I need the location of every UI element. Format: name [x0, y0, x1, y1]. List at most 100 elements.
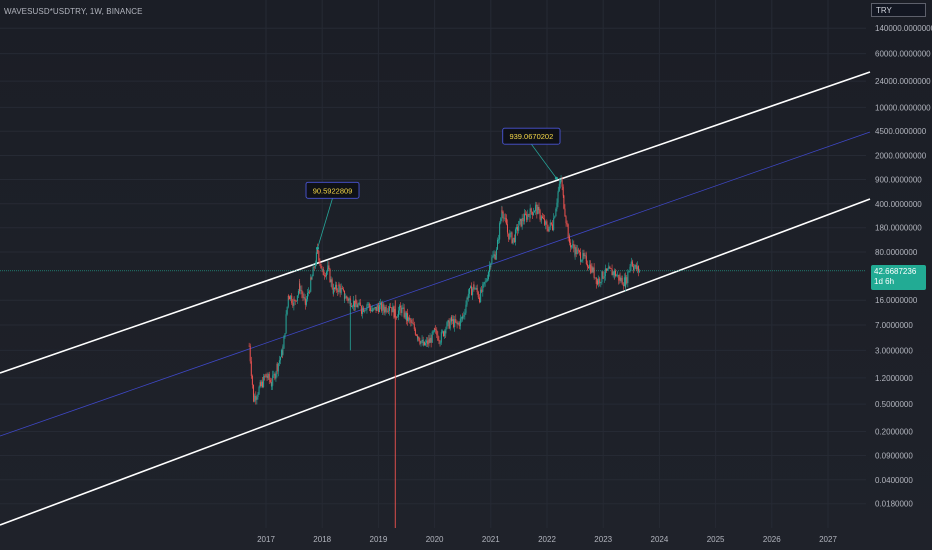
candle-body-181 — [418, 336, 420, 341]
y-tick-label-6: 900.0000000 — [875, 175, 922, 184]
candle-body-40 — [286, 306, 288, 315]
candle-body-201 — [437, 334, 439, 341]
candle-body-353 — [580, 252, 582, 262]
price-axis[interactable]: 140000.0000000 60000.0000000 24000.0000000… — [875, 24, 932, 508]
candle-body-104 — [346, 296, 348, 299]
candle-body-188 — [425, 342, 427, 346]
annotation-label-0: 90.5922809 — [313, 186, 353, 195]
candle-body-313 — [541, 216, 543, 219]
candle-body-38 — [284, 333, 286, 337]
candle-body-28 — [275, 372, 277, 379]
candle-body-310 — [539, 210, 541, 220]
candle-body-202 — [438, 340, 440, 342]
time-axis[interactable]: 2017 2018 2019 2020 2021 2022 2023 2024 2025 2026… — [257, 535, 837, 544]
regression-channel[interactable] — [0, 71, 871, 526]
candle-body-270 — [501, 210, 503, 212]
candle-body-98 — [340, 288, 342, 293]
x-tick-label-8: 2025 — [707, 535, 725, 544]
candle-body-303 — [532, 212, 534, 216]
candle-body-373 — [598, 278, 600, 285]
candle-body-148 — [387, 310, 389, 312]
candle-body-324 — [552, 228, 554, 231]
candle-body-394 — [618, 274, 620, 281]
candle-body-253 — [485, 280, 487, 282]
symbol-title: WAVESUSD*USDTRY, 1W, BINANCE — [4, 7, 143, 16]
candle-body-121 — [362, 307, 364, 314]
candle-body-80 — [323, 275, 325, 276]
candle-body-292 — [522, 217, 524, 222]
candle-body-283 — [513, 237, 515, 243]
candle-body-212 — [447, 320, 449, 323]
candle-body-170 — [408, 317, 410, 321]
candle-body-187 — [423, 341, 425, 346]
x-tick-label-3: 2020 — [426, 535, 444, 544]
candle-body-307 — [536, 204, 538, 215]
candle-body-247 — [480, 289, 482, 303]
candle-body-340 — [567, 224, 569, 238]
candle-body-274 — [505, 218, 507, 225]
annotation-box-1[interactable] — [502, 127, 561, 145]
candle-body-250 — [483, 282, 485, 285]
candle-body-10 — [258, 387, 260, 395]
y-tick-label-3: 10000.0000000 — [875, 103, 931, 112]
candle-body-93 — [336, 284, 338, 291]
candle-body-315 — [544, 218, 546, 225]
candle-body-364 — [590, 264, 592, 273]
candle-body-222 — [456, 322, 458, 325]
candle-body-237 — [471, 286, 473, 296]
candle-body-217 — [452, 319, 454, 321]
candle-body-258 — [490, 263, 492, 268]
candle-body-262 — [494, 254, 496, 260]
channel-upper-line[interactable] — [0, 71, 871, 374]
candle-body-408 — [630, 261, 632, 264]
candle-body-337 — [564, 208, 566, 217]
candle-body-66 — [310, 277, 312, 280]
candle-body-330 — [557, 190, 559, 193]
candle-body-374 — [599, 278, 601, 284]
y-tick-label-18: 0.0180000 — [875, 500, 913, 509]
candle-body-356 — [582, 253, 584, 260]
candle-body-345 — [572, 244, 574, 246]
candle-body-44 — [290, 295, 292, 300]
candle-body-150 — [389, 307, 391, 308]
candle-body-384 — [608, 266, 610, 269]
candle-body-168 — [406, 313, 407, 320]
candle-body-46 — [292, 302, 294, 306]
candle-body-2 — [250, 361, 252, 376]
candle-body-63 — [308, 291, 310, 293]
candle-body-115 — [356, 303, 358, 308]
candle-body-7 — [255, 396, 257, 400]
channel-mid-line[interactable] — [0, 131, 871, 437]
candle-body-351 — [577, 249, 579, 251]
last-price-tag: 42.6687236 1d 6h — [871, 265, 926, 290]
candle-body-178 — [415, 334, 417, 336]
candle-body-255 — [487, 271, 489, 280]
candle-body-47 — [293, 299, 295, 306]
candle-body-344 — [571, 245, 573, 248]
candle-body-182 — [419, 340, 421, 344]
annotations[interactable]: 90.5922809 939.0670202 — [305, 127, 561, 250]
candle-body-159 — [398, 310, 400, 317]
candle-body-57 — [302, 293, 304, 298]
candle-body-279 — [510, 232, 512, 234]
candle-body-0 — [248, 345, 250, 347]
candle-body-6 — [254, 396, 256, 402]
candle-body-51 — [296, 295, 298, 302]
annotation-connector-0 — [317, 198, 333, 249]
candle-body-252 — [484, 281, 486, 283]
grid-lines — [0, 0, 866, 528]
annotation-box-0[interactable] — [305, 181, 360, 199]
candle-body-328 — [556, 202, 558, 209]
candle-body-174 — [411, 322, 413, 324]
currency-selector[interactable]: TRY — [871, 3, 926, 17]
candle-body-151 — [390, 307, 392, 308]
y-tick-label-5: 2000.0000000 — [875, 152, 927, 161]
channel-lower-line[interactable] — [0, 198, 871, 526]
candle-body-277 — [508, 233, 510, 240]
candle-body-377 — [602, 271, 604, 279]
candle-body-180 — [417, 336, 419, 339]
candle-body-91 — [334, 287, 336, 290]
candle-body-183 — [420, 341, 422, 344]
